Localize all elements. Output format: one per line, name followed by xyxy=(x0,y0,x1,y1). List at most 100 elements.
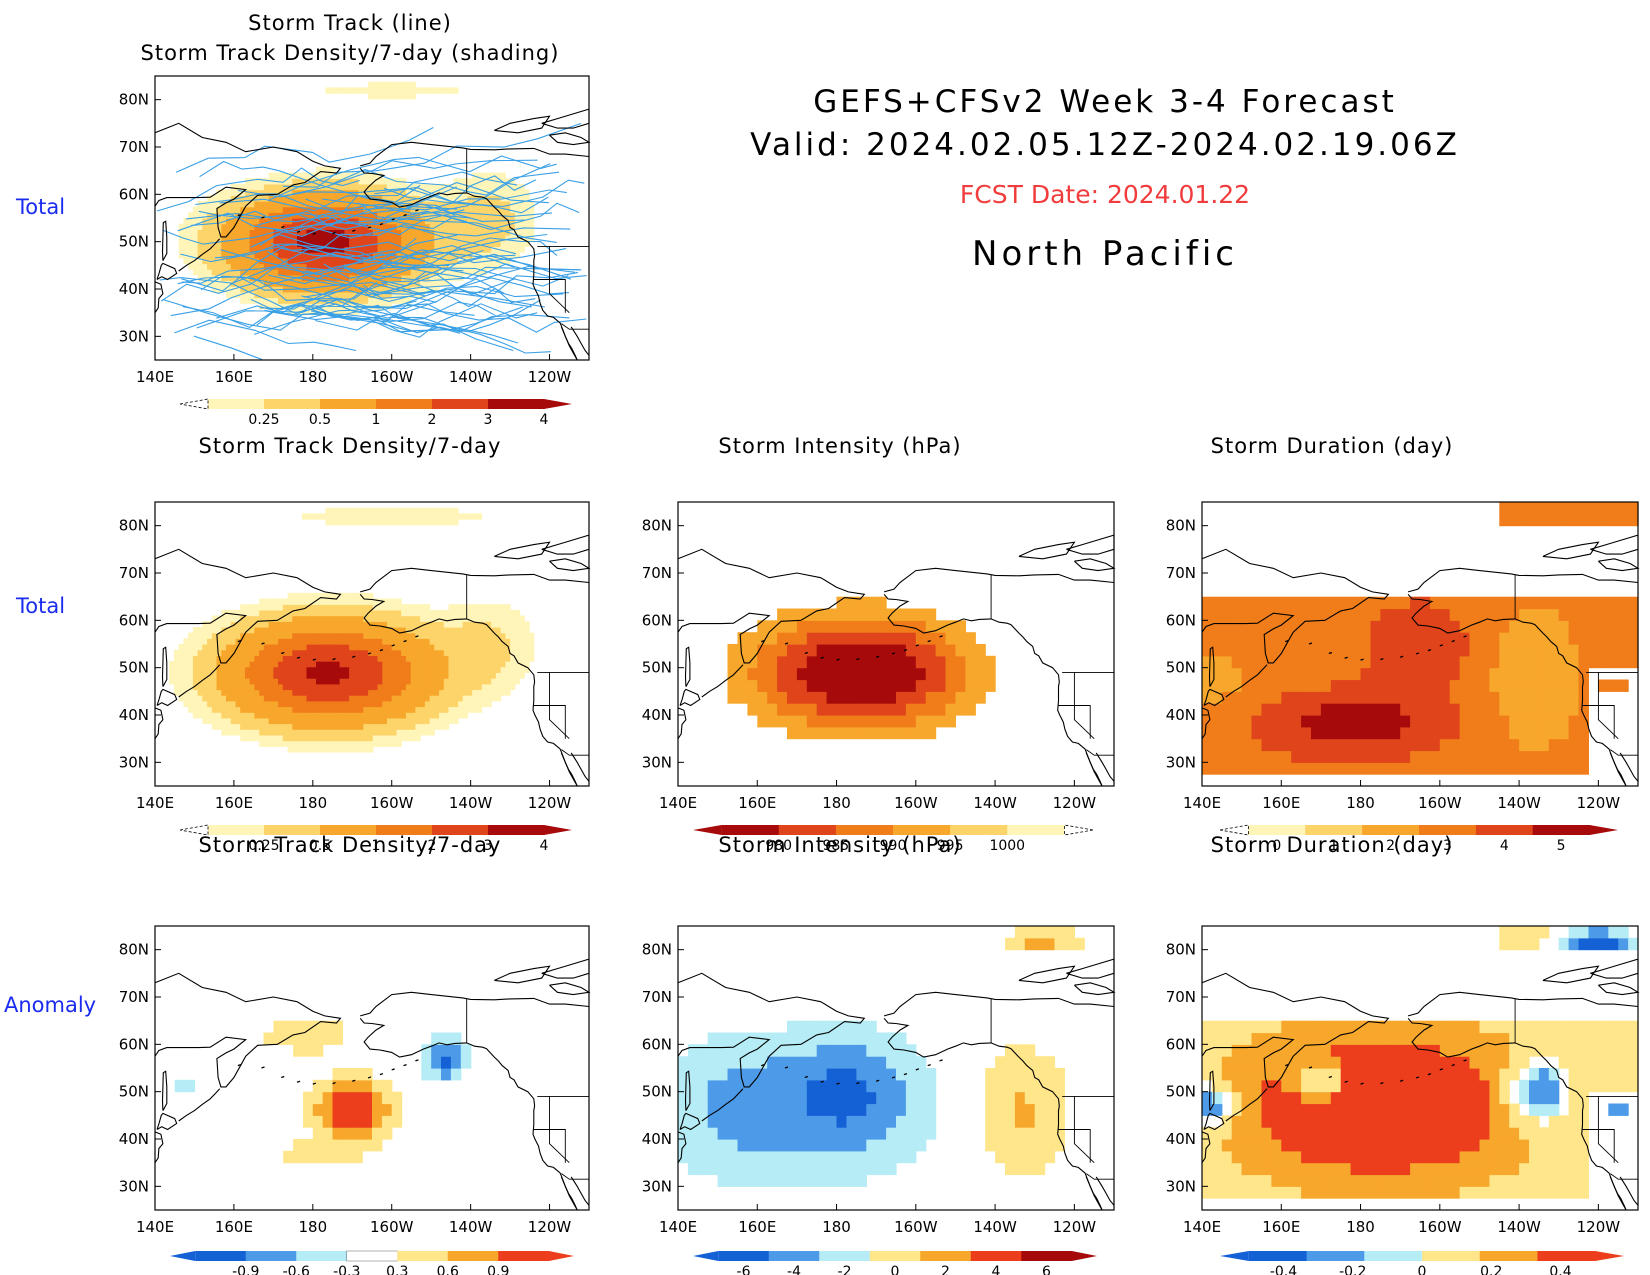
field-cell xyxy=(268,183,274,191)
field-cell xyxy=(273,235,279,242)
field-cell xyxy=(519,672,525,679)
field-cell xyxy=(1538,596,1550,610)
field-cell xyxy=(767,1103,778,1116)
field-cell xyxy=(372,297,379,304)
field-cell xyxy=(297,627,303,634)
field-cell xyxy=(311,286,317,293)
political-border xyxy=(561,1173,589,1180)
field-cell xyxy=(342,1139,353,1152)
field-cell xyxy=(245,195,251,202)
field-cell xyxy=(287,621,293,628)
field-cell xyxy=(1469,691,1480,704)
field-cell xyxy=(230,269,237,276)
field-cell xyxy=(420,723,426,730)
field-cell xyxy=(353,274,360,282)
field-cell xyxy=(316,172,322,179)
field-cell xyxy=(339,291,345,299)
field-cell xyxy=(297,717,303,725)
field-cell xyxy=(188,240,194,247)
field-cell xyxy=(273,695,279,702)
field-cell xyxy=(687,1162,699,1176)
field-cell xyxy=(358,621,364,628)
field-cell xyxy=(687,1103,699,1116)
field-cell xyxy=(358,644,364,651)
field-cell xyxy=(297,206,303,213)
field-cell xyxy=(263,695,270,702)
field-cell xyxy=(458,229,464,236)
field-cell xyxy=(320,746,326,753)
field-cell xyxy=(306,252,312,259)
field-cell xyxy=(678,1139,689,1152)
field-cell xyxy=(301,621,308,628)
field-cell xyxy=(439,621,445,628)
field-cell xyxy=(334,717,341,725)
field-cell xyxy=(896,608,907,621)
field-cell xyxy=(235,257,241,265)
field-cell xyxy=(448,240,454,247)
field-cell xyxy=(249,615,255,622)
field-cell xyxy=(192,218,199,225)
field-cell xyxy=(382,666,388,673)
storm-track-line xyxy=(174,319,357,352)
field-cell xyxy=(1598,655,1609,669)
field-cell xyxy=(727,1044,738,1057)
field-cell xyxy=(344,729,350,736)
field-cell xyxy=(678,1068,689,1081)
field-cell xyxy=(486,644,492,651)
field-cell xyxy=(495,627,502,634)
aleutian-island xyxy=(891,652,896,655)
field-cell xyxy=(767,679,778,692)
field-cell xyxy=(836,1162,847,1176)
field-cell xyxy=(372,615,379,622)
field-cell xyxy=(1350,750,1362,763)
field-cell xyxy=(915,667,927,681)
field-cell xyxy=(434,638,440,645)
field-cell xyxy=(1429,691,1441,704)
field-cell xyxy=(1340,726,1352,740)
field-cell xyxy=(472,604,478,611)
field-cell xyxy=(1628,608,1639,621)
field-cell xyxy=(192,672,199,679)
field-cell xyxy=(514,678,521,685)
field-cell xyxy=(1370,691,1381,704)
storm-track-line xyxy=(259,225,571,246)
field-cell xyxy=(249,609,255,617)
field-cell xyxy=(448,223,454,230)
field-cell xyxy=(434,189,440,196)
field-cell xyxy=(311,689,317,696)
field-cell xyxy=(273,638,279,645)
field-cell xyxy=(467,229,473,236)
field-cell xyxy=(263,183,270,191)
field-cell xyxy=(505,615,511,622)
field-cell xyxy=(467,615,473,622)
field-cell xyxy=(282,235,289,242)
field-cell xyxy=(500,655,506,662)
field-cell xyxy=(429,183,435,191)
field-cell xyxy=(727,1103,738,1116)
field-cell xyxy=(330,297,336,304)
field-cell xyxy=(1588,655,1599,669)
field-cell xyxy=(178,246,184,253)
lat-tick-label: 40N xyxy=(119,280,149,298)
field-cell xyxy=(188,252,194,259)
field-cell xyxy=(339,229,345,236)
field-cell xyxy=(935,703,947,716)
field-cell xyxy=(1251,632,1262,645)
field-cell xyxy=(391,723,397,730)
field-cell xyxy=(283,1150,294,1164)
field-cell xyxy=(1340,644,1352,657)
field-cell xyxy=(481,269,487,276)
field-cell xyxy=(405,644,412,651)
field-cell xyxy=(339,507,345,514)
field-cell xyxy=(372,246,379,253)
field-cell xyxy=(505,609,511,617)
field-cell xyxy=(491,257,497,265)
colorbar-end xyxy=(544,399,572,409)
field-cell xyxy=(330,235,336,242)
colorbar-tick-label: 2 xyxy=(1386,838,1395,854)
lat-tick-label: 50N xyxy=(119,233,149,251)
field-cell xyxy=(358,172,364,179)
field-cell xyxy=(316,683,322,691)
field-cell xyxy=(836,1115,847,1128)
field-cell xyxy=(230,644,237,651)
